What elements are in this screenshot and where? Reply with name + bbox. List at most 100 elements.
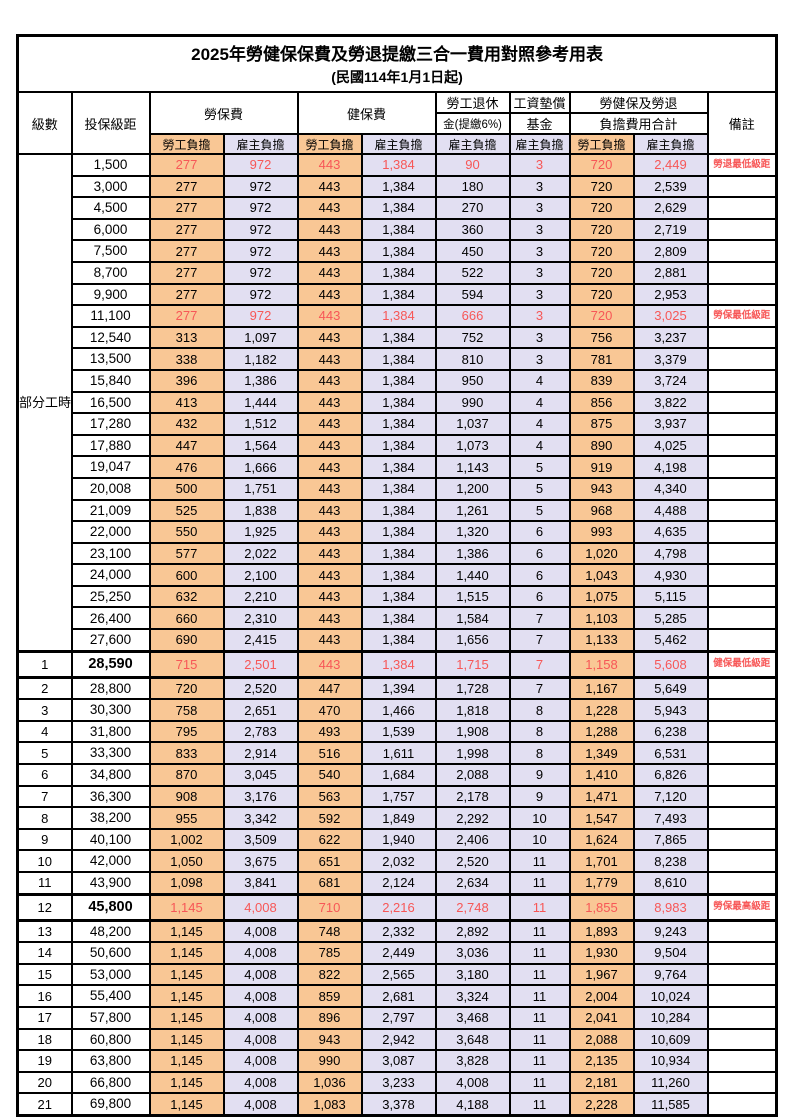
health-employer-cell: 1,384 [360,196,437,220]
wage-fund-employer-cell: 9 [508,784,571,809]
total-employee-cell: 875 [568,412,635,436]
table-row: 19,047 476 1,666 443 1,384 1,143 5 919 4,198 [18,455,778,479]
health-employee-cell: 443 [296,153,363,177]
health-employer-cell: 1,384 [360,390,437,415]
labor-employee-cell: 955 [148,806,225,830]
header-total-line2: 負擔費用合計 [568,112,709,135]
table-row: 12,540 313 1,097 443 1,384 752 3 756 3,237 [18,325,778,350]
total-employee-cell: 1,893 [568,919,635,944]
bracket-cell: 43,900 [70,870,151,896]
pension-employer-cell: 2,634 [434,870,511,896]
health-employee-cell: 990 [296,1049,363,1073]
health-employee-cell: 896 [296,1005,363,1030]
health-employer-cell: 1,384 [360,217,437,242]
health-employee-cell: 681 [296,870,363,896]
remark-cell [706,217,778,242]
labor-employee-cell: 1,145 [148,1049,225,1073]
labor-employer-cell: 4,008 [222,984,299,1008]
bracket-cell: 21,009 [70,498,151,523]
labor-employer-cell: 1,666 [222,455,299,479]
bracket-cell: 53,000 [70,962,151,987]
total-employee-cell: 720 [568,282,635,307]
total-employee-cell: 1,228 [568,698,635,722]
health-employer-cell: 1,384 [360,520,437,544]
bracket-cell: 36,300 [70,784,151,809]
labor-employee-cell: 833 [148,741,225,766]
wage-fund-employer-cell: 4 [508,390,571,415]
remark-cell [706,628,778,653]
table-row: 17,880 447 1,564 443 1,384 1,073 4 890 4,025 [18,433,778,458]
labor-employee-cell: 277 [148,196,225,220]
labor-employer-cell: 972 [222,153,299,177]
labor-employer-cell: 2,914 [222,741,299,766]
pension-employer-cell: 950 [434,368,511,393]
wage-fund-employer-cell: 11 [508,849,571,873]
remark-cell [706,962,778,987]
remark-cell [706,1049,778,1073]
total-employee-cell: 1,158 [568,649,635,679]
bracket-cell: 30,300 [70,698,151,722]
table-row: 19 63,800 1,145 4,008 990 3,087 3,828 11 2,135 10… [16,1049,778,1073]
total-employee-cell: 919 [568,455,635,479]
total-employee-cell: 720 [568,217,635,242]
pension-employer-cell: 522 [434,260,511,285]
remark-cell [706,784,778,809]
total-employer-cell: 10,024 [632,984,709,1008]
wage-fund-employer-cell: 11 [508,1070,571,1095]
health-employee-cell: 443 [296,390,363,415]
header-row-2: 金(提繳6%) 基金 負擔費用合計 [18,112,777,135]
total-employee-cell: 1,967 [568,962,635,987]
pension-employer-cell: 1,998 [434,741,511,766]
labor-employee-cell: 476 [148,455,225,479]
labor-employer-cell: 4,008 [222,892,299,922]
total-employer-cell: 4,798 [632,541,709,566]
wage-fund-employer-cell: 3 [508,304,571,328]
labor-employee-cell: 1,145 [148,962,225,987]
total-employee-cell: 1,349 [568,741,635,766]
health-employee-cell: 443 [296,282,363,307]
remark-cell [706,1092,778,1117]
table-row: 15,840 396 1,386 443 1,384 950 4 839 3,724 [18,368,778,393]
level-cell: 18 [16,1027,73,1052]
labor-employee-cell: 1,145 [148,1070,225,1095]
remark-cell [706,849,778,873]
header-pension-line2: 金(提繳6%) [434,112,511,135]
table-row: 1 28,590 715 2,501 443 1,384 1,715 7 1,158 5,608 健… [16,649,778,679]
bracket-cell: 23,100 [70,541,151,566]
total-employee-cell: 1,167 [568,676,635,701]
labor-employer-cell: 4,008 [222,962,299,987]
labor-employee-cell: 413 [148,390,225,415]
health-employer-cell: 1,384 [360,174,437,199]
health-employee-cell: 822 [296,962,363,987]
labor-employer-cell: 2,501 [222,649,299,679]
labor-employee-cell: 1,145 [148,1005,225,1030]
table-row: 11 43,900 1,098 3,841 681 2,124 2,634 11 1,779 8,… [16,870,778,896]
header-remark: 備註 [706,91,778,155]
header-health-fee: 健保費 [296,91,437,135]
wage-fund-employer-cell: 6 [508,541,571,566]
pension-employer-cell: 1,073 [434,433,511,458]
level-cell: 12 [16,892,73,922]
remark-cell [706,606,778,631]
level-cell: 16 [16,984,73,1008]
health-employer-cell: 1,757 [360,784,437,809]
remark-cell [706,433,778,458]
pension-employer-cell: 3,324 [434,984,511,1008]
remark-cell [706,827,778,852]
pension-employer-cell: 1,320 [434,520,511,544]
health-employee-cell: 943 [296,1027,363,1052]
total-employer-cell: 10,284 [632,1005,709,1030]
remark-cell [706,919,778,944]
pension-employer-cell: 180 [434,174,511,199]
labor-employee-cell: 277 [148,217,225,242]
wage-fund-employer-cell: 3 [508,260,571,285]
health-employee-cell: 516 [296,741,363,766]
total-employee-cell: 756 [568,325,635,350]
level-cell: 6 [16,763,73,787]
total-employee-cell: 839 [568,368,635,393]
health-employee-cell: 859 [296,984,363,1008]
remark-cell [706,260,778,285]
health-employee-cell: 447 [296,676,363,701]
health-employee-cell: 443 [296,520,363,544]
health-employer-cell: 1,384 [360,325,437,350]
